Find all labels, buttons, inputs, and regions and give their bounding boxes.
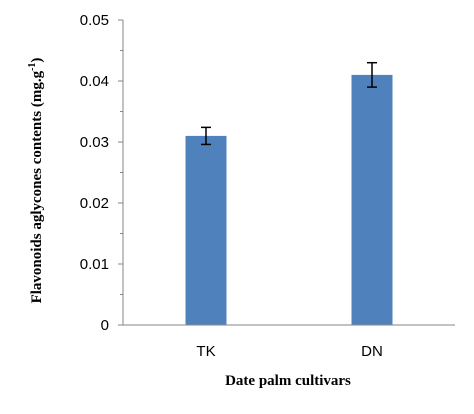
x-axis-title: Date palm cultivars	[225, 373, 351, 389]
y-axis-title: Flavonoids aglycones contents (mg.g-1)	[27, 58, 45, 304]
x-tick-label: TK	[196, 343, 215, 360]
y-axis-title-end: )	[29, 58, 45, 63]
y-tick-label: 0	[101, 317, 109, 334]
y-tick-label: 0.03	[80, 134, 109, 151]
bars	[185, 74, 393, 326]
error-bar-tk	[201, 126, 211, 146]
bar-tk	[185, 135, 227, 325]
y-tick-label: 0.05	[80, 12, 109, 29]
error-bar-dn	[367, 61, 377, 88]
bar-dn	[351, 74, 393, 326]
y-axis-title-superscript: -1	[27, 63, 38, 71]
x-tick-label: DN	[361, 343, 383, 360]
y-tick-label: 0.04	[80, 73, 109, 90]
error-bars	[201, 61, 377, 146]
y-tick-label: 0.01	[80, 256, 109, 273]
x-axis-tick-labels: TK DN	[196, 343, 382, 360]
y-axis-title-main: Flavonoids aglycones contents (mg.g	[29, 70, 45, 303]
y-axis-ticks: 0 0.01 0.02 0.03 0.04 0.05	[80, 12, 123, 334]
y-tick-label: 0.02	[80, 195, 109, 212]
